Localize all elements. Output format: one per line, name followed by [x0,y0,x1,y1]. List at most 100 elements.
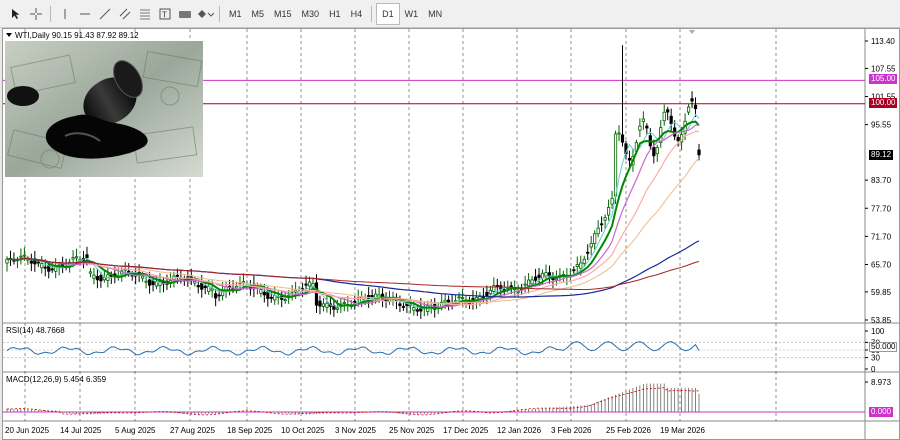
candle-body [47,264,51,272]
rsi-tick-label: 100 [871,327,885,336]
trendline-icon[interactable] [95,4,115,24]
crosshair-icon[interactable] [26,4,46,24]
candle-body [495,285,499,287]
candle-body [488,289,492,295]
price-tick-label: 77.70 [871,204,892,213]
label-tool-icon[interactable] [175,4,195,24]
candle-body [283,299,287,301]
date-tick-label: 27 Aug 2025 [170,426,215,435]
date-tick-label: 25 Nov 2025 [389,426,435,435]
candle-body [43,266,47,269]
candle-body [304,283,308,286]
date-tick-label: 3 Nov 2025 [335,426,376,435]
svg-text:T: T [162,10,167,19]
candle-body [666,109,670,113]
candle-body [697,149,701,156]
date-tick-label: 20 Jun 2025 [5,426,50,435]
candle-body [669,115,673,125]
timeframe-m5[interactable]: M5 [251,8,265,19]
timeframe-m30[interactable]: M30 [301,8,320,19]
date-tick-label: 17 Dec 2025 [443,426,489,435]
candle-body [318,300,322,307]
candle-body [325,302,329,308]
timeframe-w1[interactable]: W1 [404,8,419,19]
candle-body [412,307,416,311]
date-tick-label: 25 Feb 2026 [606,426,651,435]
candle-body [99,275,103,282]
candle-body [593,233,597,244]
macd-zero-tag: 0.000 [869,407,894,417]
candle-body [530,279,534,285]
candle-body [311,283,315,288]
candle-body [71,257,75,260]
rsi-line [6,341,700,356]
candle-body [572,269,576,272]
candle-body [207,286,211,292]
candle-body [259,289,263,294]
candle-body [460,297,465,299]
text-tool-icon[interactable]: T [155,4,175,24]
candle-body [85,254,89,259]
candle-body [307,281,312,287]
candle-body [266,291,270,299]
candle-body [158,281,162,286]
candle-body [579,262,583,269]
candle-body [492,285,496,292]
candle-body [676,137,680,141]
candle-body [533,276,538,281]
candle-body [485,291,489,297]
timeframe-d1[interactable]: D1 [376,2,400,25]
candle-body [92,274,96,279]
price-tag-100: 100.00 [869,98,898,108]
price-tick-label: 101.55 [871,93,896,102]
candle-body [509,285,513,288]
candle-body [19,255,23,258]
candle-body [29,260,33,264]
timeframe-mn[interactable]: MN [428,8,443,19]
candle-body [610,197,614,205]
horizontal-line-icon[interactable] [75,4,95,24]
candle-body [22,254,26,257]
candle-body [447,299,451,303]
candle-body [662,111,666,122]
candle-body [641,118,645,122]
candle-body [196,284,200,288]
ma-line-magenta [6,124,700,308]
candle-body [147,279,152,286]
candle-body [589,242,593,248]
candle-body [575,264,579,268]
shapes-icon[interactable] [195,4,215,24]
timeframe-h4[interactable]: H4 [350,8,363,19]
macd-label: MACD(12,26,9) 5.454 6.359 [6,375,107,384]
chart-menu-icon[interactable] [6,33,12,37]
candle-body [353,300,357,303]
candle-body [638,125,642,131]
price-tick-label: 59.85 [871,288,892,297]
candle-body [321,303,326,307]
timeframe-h1[interactable]: H1 [329,8,341,19]
timeframe-m1[interactable]: M1 [229,8,242,19]
timeframe-m15[interactable]: M15 [274,8,292,19]
vertical-line-icon[interactable] [55,4,75,24]
candle-body [690,98,694,102]
candle-body [603,217,607,221]
date-tick-label: 14 Jul 2025 [60,426,102,435]
toolbar-divider [219,5,220,22]
equidistant-channel-icon[interactable] [115,4,135,24]
candle-body [540,272,545,279]
symbol-ohlc-text: WTI,Daily 90.15 91.43 87.92 89.12 [15,31,139,40]
candle-body [40,263,44,269]
candle-body [342,302,346,304]
rsi-label: RSI(14) 48.7668 [6,326,65,335]
macd-histogram [6,383,700,415]
candle-body [88,271,93,274]
toolbar-divider [50,5,51,22]
cursor-icon[interactable] [6,4,26,24]
candle-body [5,258,9,264]
candle-body [398,303,402,306]
toolbar-divider [371,5,373,22]
fibonacci-icon[interactable] [135,4,155,24]
rsi-tick-label: 30 [871,354,880,363]
candle-body [652,146,656,157]
chart-window[interactable]: 20 Jun 2025 14 Jul 2025 5 Aug 2025 27 Aug 2… [2,28,900,440]
